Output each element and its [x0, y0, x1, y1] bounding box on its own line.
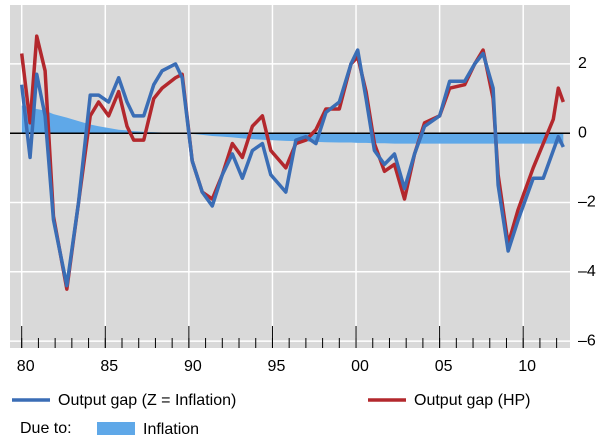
x-tick-label: 10	[518, 358, 536, 375]
x-tick-label: 80	[17, 358, 35, 375]
y-tick-label: –6	[578, 332, 596, 349]
y-tick-label: 0	[578, 124, 587, 141]
x-tick-label: 90	[184, 358, 202, 375]
area	[21, 105, 564, 144]
legend-label: Output gap (Z = Inflation)	[58, 392, 236, 409]
y-tick-label: 2	[578, 55, 587, 72]
line	[19, 34, 565, 291]
line	[19, 48, 565, 288]
x-tick-label: 85	[100, 358, 118, 375]
y-tick-label: –2	[578, 194, 596, 211]
x-tick-label: 00	[351, 358, 369, 375]
x-tick-label: 05	[435, 358, 453, 375]
x-tick-label: 95	[268, 358, 286, 375]
legend-swatch	[97, 422, 135, 435]
y-tick-label: –4	[578, 263, 596, 280]
legend-group-label: Due to:	[20, 420, 72, 437]
legend-label: Inflation	[143, 421, 199, 438]
legend-label: Output gap (HP)	[414, 392, 531, 409]
